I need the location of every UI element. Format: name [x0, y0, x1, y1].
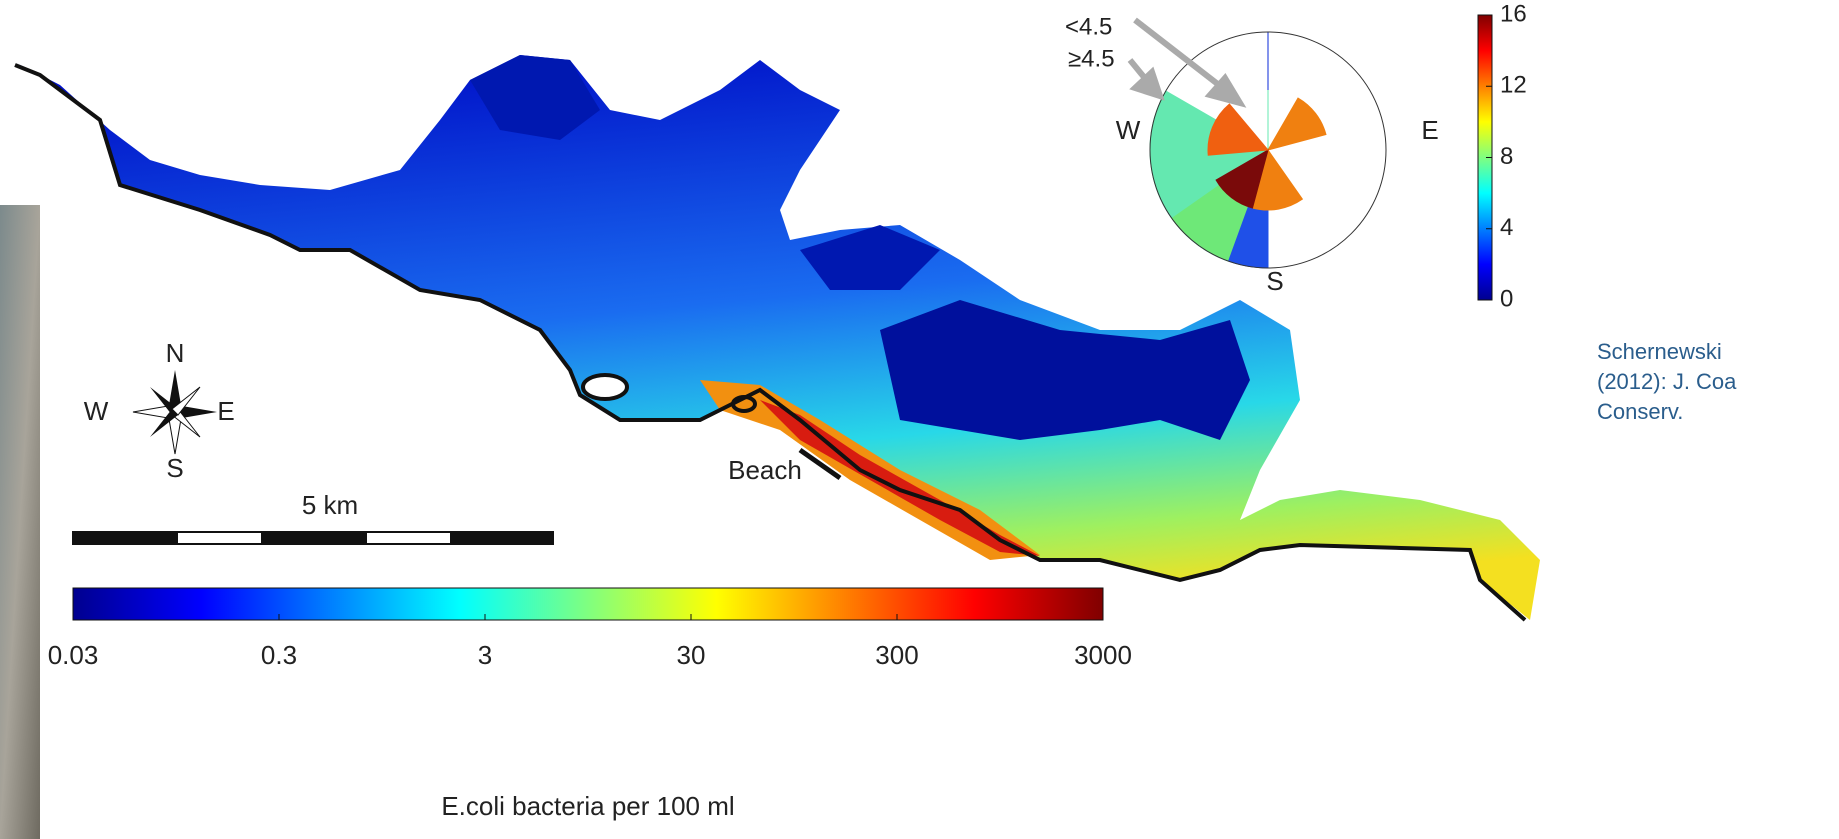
direction-w: W — [1116, 115, 1141, 145]
wind-colorbar-tick-label: 4 — [1500, 214, 1513, 241]
citation-line: (2012): J. Coa — [1597, 369, 1737, 394]
citation-line: Schernewski — [1597, 339, 1722, 364]
colorbar-tick-label: 30 — [677, 640, 706, 670]
colorbar-tick-label: 0.03 — [48, 640, 99, 670]
compass-n: N — [166, 338, 185, 368]
concentration-colorbar — [72, 587, 1104, 621]
photo-strip — [0, 205, 40, 839]
wind-colorbar-tick-label: 0 — [1500, 285, 1513, 312]
wind-colorbar-tick-label: 16 — [1500, 0, 1527, 27]
colorbar-label: E.coli bacteria per 100 ml — [441, 791, 734, 821]
rose-sector — [1215, 148, 1269, 209]
colorbar-tick-label: 300 — [875, 640, 918, 670]
compass-w: W — [84, 396, 109, 426]
wind-rose — [1149, 31, 1387, 269]
scale-bar — [72, 531, 554, 545]
plume-map — [14, 55, 1540, 622]
rose-outline — [1149, 31, 1387, 269]
colorbar-tick-label: 3 — [478, 640, 492, 670]
compass-s: S — [166, 453, 183, 483]
colorbar-tick-label: 3000 — [1074, 640, 1132, 670]
compass-rose — [132, 370, 217, 455]
wind-colorbar-tick-label: 8 — [1500, 143, 1513, 170]
compass-e: E — [217, 396, 234, 426]
speed-arrows — [1127, 17, 1247, 108]
wind-colorbar-tick-label: 12 — [1500, 72, 1527, 99]
citation-line: Conserv. — [1597, 399, 1683, 424]
scale-label: 5 km — [302, 490, 358, 520]
beach-label: Beach — [728, 455, 802, 485]
colorbar-tick-label: 0.3 — [261, 640, 297, 670]
direction-e: E — [1421, 115, 1438, 145]
direction-s: S — [1266, 266, 1283, 296]
rose-sector — [1266, 97, 1327, 151]
speed-label-low: <4.5 — [1065, 13, 1112, 40]
speed-label-high: ≥4.5 — [1068, 45, 1115, 72]
rose-sector — [1207, 103, 1270, 156]
